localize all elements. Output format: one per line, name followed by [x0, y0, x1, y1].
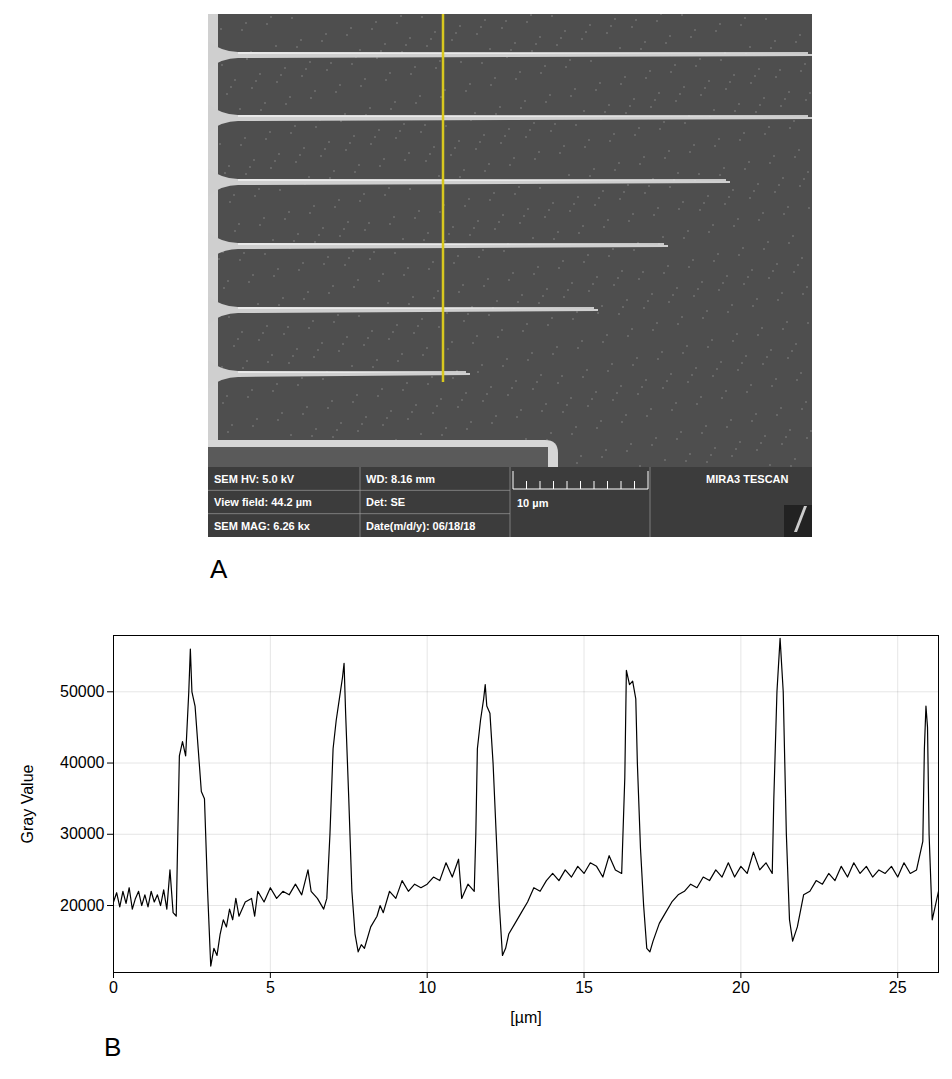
svg-text:SEM MAG: 6.26 kx: SEM MAG: 6.26 kx: [214, 520, 311, 532]
svg-text:30000: 30000: [60, 825, 105, 842]
svg-text:20: 20: [732, 979, 750, 996]
svg-text:5: 5: [266, 979, 275, 996]
svg-text:SEM HV: 5.0 kV: SEM HV: 5.0 kV: [214, 473, 295, 485]
html-text:B: B: [104, 1032, 122, 1062]
svg-text:MIRA3 TESCAN: MIRA3 TESCAN: [706, 473, 789, 485]
svg-text:25: 25: [889, 979, 907, 996]
svg-text:0: 0: [109, 979, 118, 996]
svg-text:40000: 40000: [60, 754, 105, 771]
svg-text:A: A: [210, 554, 228, 584]
svg-text:15: 15: [575, 979, 593, 996]
svg-text:20000: 20000: [60, 897, 105, 914]
svg-text:50000: 50000: [60, 683, 105, 700]
svg-text:10: 10: [418, 979, 436, 996]
svg-text:Det: SE: Det: SE: [366, 496, 405, 508]
svg-text:WD: 8.16 mm: WD: 8.16 mm: [366, 473, 435, 485]
svg-text:View field: 44.2 µm: View field: 44.2 µm: [214, 496, 312, 508]
svg-text:10 µm: 10 µm: [517, 497, 549, 509]
svg-text:Date(m/d/y): 06/18/18: Date(m/d/y): 06/18/18: [366, 520, 475, 532]
svg-text:[µm]: [µm]: [510, 1009, 541, 1026]
svg-text:Gray Value: Gray Value: [19, 764, 36, 843]
